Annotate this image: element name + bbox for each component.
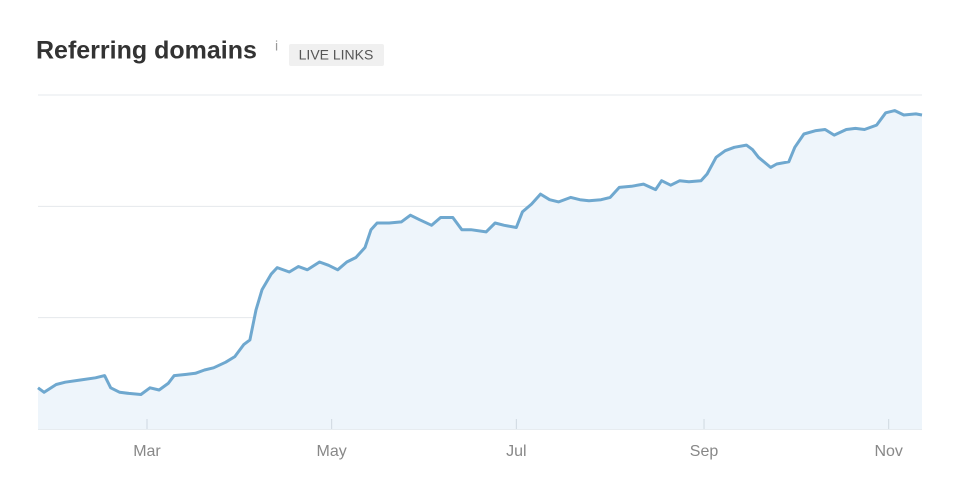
x-tick-label: May [317, 443, 347, 460]
x-tick-label: Jul [506, 443, 526, 460]
x-tick-label: Nov [874, 443, 902, 460]
x-tick-label: Mar [133, 443, 161, 460]
tag: LIVE LINKS [299, 47, 374, 63]
area-fill [38, 110, 922, 429]
chart-title: Referring domains [36, 37, 257, 65]
x-tick-label: Sep [690, 443, 719, 460]
tag-background [289, 44, 384, 66]
line [37, 109, 923, 396]
info-icon[interactable]: i [275, 38, 278, 54]
